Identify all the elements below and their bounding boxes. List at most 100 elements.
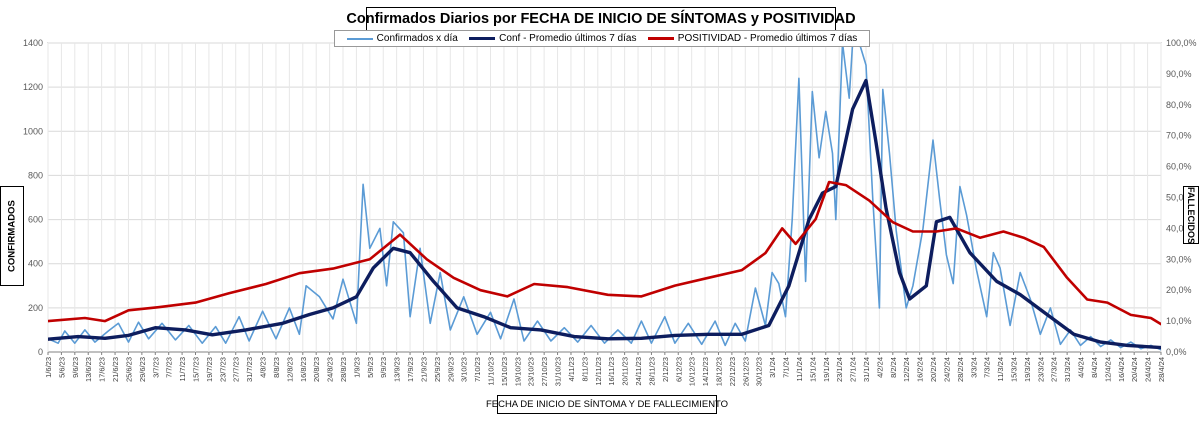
x-tick-label: 17/6/23 xyxy=(98,357,107,382)
x-tick-label: 20/4/24 xyxy=(1130,357,1139,382)
y-tick-label: 800 xyxy=(28,170,43,180)
y2-tick-label: 30,0% xyxy=(1166,254,1192,264)
x-tick-label: 11/3/24 xyxy=(996,357,1005,381)
legend-label-positividad: POSITIVIDAD - Promedio últimos 7 días xyxy=(677,33,858,44)
x-tick-label: 9/6/23 xyxy=(71,357,80,378)
x-tick-label: 2/12/23 xyxy=(661,357,670,382)
x-tick-label: 27/10/23 xyxy=(540,357,549,386)
x-tick-label: 16/8/23 xyxy=(299,357,308,382)
x-tick-label: 12/4/24 xyxy=(1103,357,1112,382)
y2-tick-label: 80,0% xyxy=(1166,100,1192,110)
x-tick-label: 26/12/23 xyxy=(741,357,750,386)
x-tick-label: 23/3/24 xyxy=(1036,357,1045,382)
y-tick-label: 0 xyxy=(38,347,43,357)
x-tick-label: 13/6/23 xyxy=(84,357,93,382)
x-tick-label: 4/2/24 xyxy=(875,357,884,378)
legend-label-promedio: Conf - Promedio últimos 7 días xyxy=(499,33,637,44)
x-tick-label: 6/12/23 xyxy=(674,357,683,382)
x-tick-label: 25/6/23 xyxy=(124,357,133,382)
y2-tick-label: 40,0% xyxy=(1166,223,1192,233)
x-tick-label: 17/9/23 xyxy=(406,357,415,382)
x-tick-label: 22/12/23 xyxy=(728,357,737,386)
y-axis-left: 0 200 400 600 800 1000 1200 1400 xyxy=(23,38,43,357)
x-tick-label: 1/9/23 xyxy=(352,357,361,378)
x-tick-label: 7/7/23 xyxy=(165,357,174,378)
legend-swatch-promedio xyxy=(469,37,496,40)
x-tick-label: 31/10/23 xyxy=(554,357,563,386)
y2-tick-label: 70,0% xyxy=(1166,131,1192,141)
x-tick-label: 24/11/23 xyxy=(634,357,643,386)
x-tick-label: 8/11/23 xyxy=(580,357,589,381)
x-tick-label: 16/11/23 xyxy=(607,357,616,386)
x-tick-label: 12/2/24 xyxy=(902,357,911,382)
legend-label-confirmados: Confirmados x día xyxy=(376,33,458,44)
x-tick-label: 15/1/24 xyxy=(808,357,817,382)
x-tick-label: 19/3/24 xyxy=(1023,357,1032,382)
x-tick-label: 24/8/23 xyxy=(326,357,335,382)
x-tick-label: 15/3/24 xyxy=(1009,357,1018,382)
x-tick-label: 24/4/24 xyxy=(1144,357,1153,382)
y-tick-label: 1400 xyxy=(23,38,43,48)
series-layer xyxy=(48,43,1161,351)
x-tick-label: 16/2/24 xyxy=(916,357,925,382)
x-tick-label: 31/7/23 xyxy=(245,357,254,382)
x-tick-label: 31/3/24 xyxy=(1063,357,1072,382)
x-tick-label: 27/7/23 xyxy=(232,357,241,382)
series-line-2 xyxy=(48,180,1161,326)
x-tick-label: 28/4/24 xyxy=(1157,357,1166,382)
x-tick-label: 7/1/24 xyxy=(782,357,791,378)
x-tick-label: 29/9/23 xyxy=(446,357,455,382)
x-tick-label: 23/7/23 xyxy=(218,357,227,382)
x-tick-label: 12/8/23 xyxy=(285,357,294,382)
y2-tick-label: 20,0% xyxy=(1166,285,1192,295)
plot-area xyxy=(47,42,1162,353)
x-tick-label: 19/1/24 xyxy=(822,357,831,382)
x-tick-label: 20/11/23 xyxy=(621,357,630,386)
x-tick-label: 20/2/24 xyxy=(929,357,938,382)
x-tick-label: 28/11/23 xyxy=(647,357,656,386)
chart-title: Confirmados Diarios por FECHA DE INICIO … xyxy=(346,7,856,31)
x-tick-label: 11/10/23 xyxy=(487,357,496,386)
x-tick-label: 4/4/24 xyxy=(1077,357,1086,378)
x-tick-label: 31/1/24 xyxy=(862,357,871,382)
y-tick-label: 1000 xyxy=(23,126,43,136)
y2-tick-label: 10,0% xyxy=(1166,316,1192,326)
legend-item-confirmados: Confirmados x día xyxy=(346,33,458,44)
x-tick-label: 16/4/24 xyxy=(1117,357,1126,382)
x-tick-label: 3/3/24 xyxy=(969,357,978,378)
y-tick-label: 400 xyxy=(28,259,43,269)
y-tick-label: 600 xyxy=(28,215,43,225)
x-tick-label: 11/1/24 xyxy=(795,357,804,381)
legend-item-promedio: Conf - Promedio últimos 7 días xyxy=(469,33,636,44)
x-tick-label: 5/9/23 xyxy=(366,357,375,378)
x-tick-label: 1/6/23 xyxy=(44,357,53,378)
x-tick-label: 3/1/24 xyxy=(768,357,777,378)
y-axis-label-right: FALLECIDOS xyxy=(1183,186,1199,244)
x-tick-label: 27/3/24 xyxy=(1050,357,1059,382)
y-tick-label: 1200 xyxy=(23,82,43,92)
x-tick-label: 21/9/23 xyxy=(419,357,428,382)
x-axis: 1/6/23 5/6/23 9/6/23 13/6/23 17/6/23 21/6/23 2… xyxy=(44,352,1166,386)
y2-tick-label: 60,0% xyxy=(1166,162,1192,172)
x-tick-label: 11/7/23 xyxy=(178,357,187,381)
series-line-0 xyxy=(48,43,1161,351)
x-axis-label: FECHA DE INICIO DE SÍNTOMA Y DE FALLECIM… xyxy=(486,395,728,414)
y-tick-label: 200 xyxy=(28,303,43,313)
x-tick-label: 3/7/23 xyxy=(151,357,160,378)
x-tick-label: 14/12/23 xyxy=(701,357,710,386)
x-tick-label: 21/6/23 xyxy=(111,357,120,382)
x-tick-label: 28/8/23 xyxy=(339,357,348,382)
x-tick-label: 4/11/23 xyxy=(567,357,576,381)
x-tick-label: 15/7/23 xyxy=(192,357,201,382)
x-tick-label: 12/11/23 xyxy=(594,357,603,386)
x-tick-label: 4/8/23 xyxy=(259,357,268,378)
y2-tick-label: 0,0% xyxy=(1166,347,1187,357)
legend-swatch-positividad xyxy=(647,37,674,40)
x-tick-label: 9/9/23 xyxy=(379,357,388,378)
x-tick-label: 23/10/23 xyxy=(527,357,536,386)
x-tick-label: 5/6/23 xyxy=(57,357,66,378)
x-tick-label: 24/2/24 xyxy=(942,357,951,382)
x-tick-label: 20/8/23 xyxy=(312,357,321,382)
y2-tick-label: 50,0% xyxy=(1166,193,1192,203)
x-tick-label: 8/8/23 xyxy=(272,357,281,378)
